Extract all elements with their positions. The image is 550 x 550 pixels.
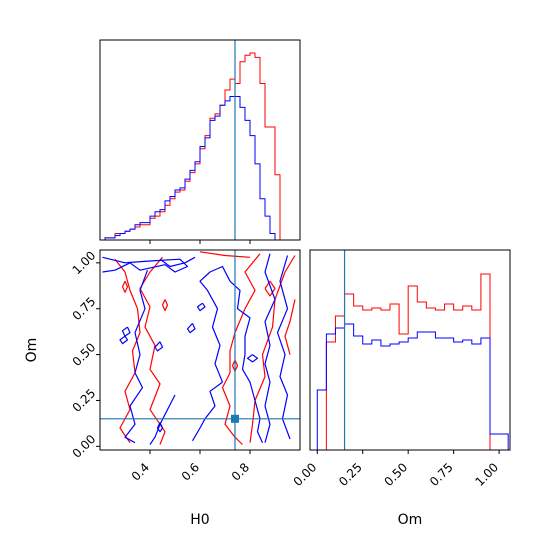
om-marginal-tick-label: 0.00 xyxy=(291,460,320,489)
om-marginal-frame xyxy=(309,249,511,451)
h0-tick-label: 0.8 xyxy=(229,460,252,483)
contour-blue-line xyxy=(154,341,164,352)
h0-tick-label: 0.6 xyxy=(179,460,202,483)
om-marginal-panel: 0.00 0.25 0.50 0.75 1.00 Om xyxy=(291,249,511,528)
h0-histogram-blue-series xyxy=(100,96,300,240)
contour-red-line xyxy=(161,299,169,312)
om-histogram-blue-series xyxy=(316,323,509,450)
om-marginal-tick-label: 0.75 xyxy=(427,460,456,489)
contour-red-line xyxy=(121,280,129,293)
om-tick-label: 0.75 xyxy=(70,294,99,323)
om-marginal-tick-label: 1.00 xyxy=(472,460,501,489)
contour-blue-line xyxy=(102,256,189,273)
contour-blue-line xyxy=(276,255,291,440)
joint-y-label: Om xyxy=(24,338,40,363)
contour-blue-line xyxy=(196,302,206,312)
contour-blue-line xyxy=(121,326,131,337)
contour-red-line xyxy=(284,299,296,355)
h0-tick-label: 0.4 xyxy=(129,460,152,483)
contour-blue-line xyxy=(191,381,223,442)
truth-marker xyxy=(231,414,239,423)
contour-red-line xyxy=(139,256,166,445)
contour-blue-line xyxy=(119,335,129,345)
contour-blue-line xyxy=(246,354,259,363)
h0-marginal-panel xyxy=(99,39,301,244)
joint-frame xyxy=(99,249,301,451)
contour-red-line xyxy=(249,255,296,443)
h0-marginal-frame xyxy=(99,39,301,241)
contour-blue-line xyxy=(186,322,196,334)
contour-red-line xyxy=(199,251,251,258)
joint-panel: 0.4 0.6 0.8 0.00 0.25 0.50 0.75 1.00 H0 Om xyxy=(24,248,301,528)
contour-red-line xyxy=(114,258,141,444)
om-tick-label: 0.25 xyxy=(70,386,99,415)
joint-x-label: H0 xyxy=(190,512,209,528)
contour-blue-line xyxy=(199,265,231,383)
contour-blue-line xyxy=(229,280,264,443)
om-marginal-tick-label: 0.50 xyxy=(382,460,411,489)
contour-red-line xyxy=(221,253,261,445)
om-marginal-tick-label: 0.25 xyxy=(336,460,365,489)
om-x-label: Om xyxy=(398,512,423,528)
contour-blue-line xyxy=(264,253,276,443)
contour-blue-line xyxy=(156,422,164,433)
contour-red-line xyxy=(264,280,276,297)
om-tick-label: 0.00 xyxy=(70,432,99,461)
om-histogram-red-series xyxy=(317,273,509,450)
contour-blue-line xyxy=(159,256,196,268)
om-tick-label: 1.00 xyxy=(70,248,99,277)
contour-blue-line xyxy=(124,269,149,444)
contour-blue-line xyxy=(149,394,176,445)
om-tick-label: 0.50 xyxy=(70,340,99,369)
